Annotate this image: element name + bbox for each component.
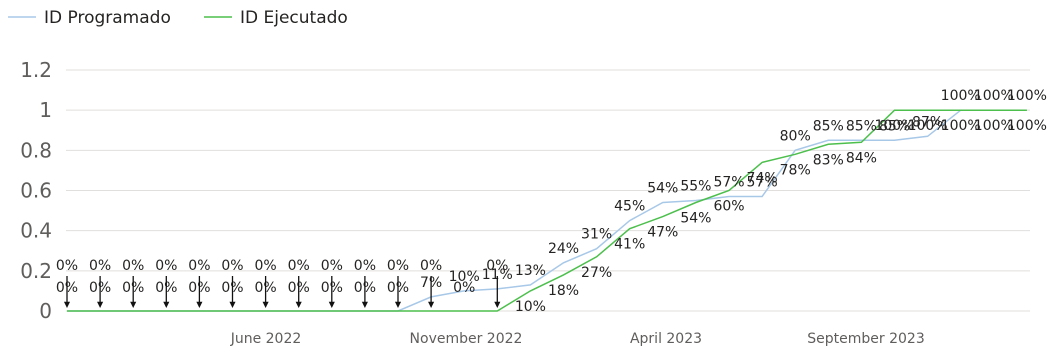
series-line-programado bbox=[67, 109, 1027, 312]
data-label-programado: 10% bbox=[449, 269, 480, 285]
data-label-programado: 85% bbox=[846, 118, 877, 134]
arrowhead bbox=[361, 301, 368, 308]
arrowhead bbox=[229, 301, 236, 308]
y-tick-label: 0.8 bbox=[20, 138, 52, 162]
data-label-ejecutado: 100% bbox=[908, 118, 948, 134]
data-label-ejecutado: 0% bbox=[288, 258, 310, 274]
data-label-programado: 31% bbox=[581, 227, 612, 243]
data-label-ejecutado: 54% bbox=[680, 211, 711, 227]
x-axis: June 2022 November 2022 April 2023 Septembe… bbox=[230, 331, 925, 347]
data-label-programado: 55% bbox=[680, 179, 711, 195]
data-label-ejecutado: 74% bbox=[747, 170, 778, 186]
data-label-programado: 100% bbox=[974, 88, 1014, 104]
series-lines bbox=[67, 109, 1027, 312]
data-label-ejecutado: 100% bbox=[874, 118, 914, 134]
arrowhead bbox=[328, 301, 335, 308]
arrowhead bbox=[494, 301, 501, 308]
data-label-ejecutado: 0% bbox=[155, 258, 177, 274]
data-label-ejecutado: 83% bbox=[813, 152, 844, 168]
data-label-programado: 0% bbox=[122, 258, 144, 274]
y-axis: 0 0.2 0.4 0.6 0.8 1 1.2 bbox=[20, 58, 52, 323]
data-label-programado: 0% bbox=[254, 258, 276, 274]
x-tick-label: April 2023 bbox=[630, 331, 702, 347]
data-label-ejecutado: 18% bbox=[548, 283, 579, 299]
x-tick-label: November 2022 bbox=[410, 331, 523, 347]
data-label-ejecutado: 0% bbox=[221, 258, 243, 274]
data-label-ejecutado: 78% bbox=[780, 162, 811, 178]
data-label-programado: 0% bbox=[56, 258, 78, 274]
data-label-ejecutado: 0% bbox=[420, 258, 442, 274]
data-label-programado: 11% bbox=[482, 267, 513, 283]
data-label-programado: 0% bbox=[188, 258, 210, 274]
data-label-programado: 80% bbox=[780, 128, 811, 144]
y-tick-label: 0.6 bbox=[20, 179, 52, 203]
y-tick-label: 0.2 bbox=[20, 259, 52, 283]
data-label-programado: 0% bbox=[321, 258, 343, 274]
data-label-ejecutado: 100% bbox=[941, 118, 981, 134]
label-leader-arrows bbox=[63, 276, 501, 308]
y-tick-label: 1 bbox=[39, 98, 52, 122]
data-label-ejecutado: 84% bbox=[846, 150, 877, 166]
data-label-ejecutado: 0% bbox=[354, 258, 376, 274]
data-label-ejecutado: 10% bbox=[515, 299, 546, 315]
legend-label-ejecutado: ID Ejecutado bbox=[240, 8, 348, 28]
data-label-programado: 57% bbox=[747, 175, 778, 191]
arrowhead bbox=[63, 301, 71, 308]
data-label-programado: 45% bbox=[614, 199, 645, 215]
data-label-ejecutado: 100% bbox=[974, 118, 1014, 134]
gridlines bbox=[66, 69, 1030, 312]
y-tick-label: 0 bbox=[39, 299, 52, 323]
arrowhead bbox=[295, 301, 302, 308]
data-label-programado: 54% bbox=[647, 181, 678, 197]
arrowhead bbox=[97, 301, 104, 308]
series-line-ejecutado bbox=[67, 109, 1027, 312]
data-label-ejecutado: 41% bbox=[614, 237, 645, 253]
data-label-programado: 100% bbox=[941, 88, 981, 104]
data-label-ejecutado: 0% bbox=[486, 258, 508, 274]
arrowhead bbox=[428, 301, 435, 308]
legend[interactable]: ID Programado ID Ejecutado bbox=[8, 8, 348, 28]
data-label-ejecutado: 60% bbox=[713, 199, 744, 215]
x-tick-label: June 2022 bbox=[230, 331, 302, 347]
data-label-programado: 87% bbox=[912, 114, 943, 130]
data-label-ejecutado: 0% bbox=[89, 258, 111, 274]
y-tick-label: 0.4 bbox=[20, 219, 52, 243]
data-label-programado: 57% bbox=[713, 175, 744, 191]
data-label-programado: 85% bbox=[879, 118, 910, 134]
arrowhead bbox=[394, 301, 402, 308]
arrowhead bbox=[163, 301, 170, 308]
data-label-ejecutado: 27% bbox=[581, 265, 612, 281]
data-label-programado: 100% bbox=[1007, 88, 1047, 104]
legend-label-programado: ID Programado bbox=[44, 8, 171, 28]
y-tick-label: 1.2 bbox=[20, 58, 52, 82]
data-label-programado: 0% bbox=[387, 258, 409, 274]
arrowhead bbox=[262, 301, 269, 308]
data-label-ejecutado: 0% bbox=[453, 280, 475, 296]
data-label-programado: 85% bbox=[813, 118, 844, 134]
data-label-ejecutado: 47% bbox=[647, 225, 678, 241]
arrowhead bbox=[196, 301, 203, 308]
x-tick-label: September 2023 bbox=[807, 331, 924, 347]
arrowhead bbox=[130, 301, 137, 308]
data-label-ejecutado: 100% bbox=[1007, 118, 1047, 134]
data-label-programado: 24% bbox=[548, 241, 579, 257]
data-label-programado: 13% bbox=[515, 263, 546, 279]
